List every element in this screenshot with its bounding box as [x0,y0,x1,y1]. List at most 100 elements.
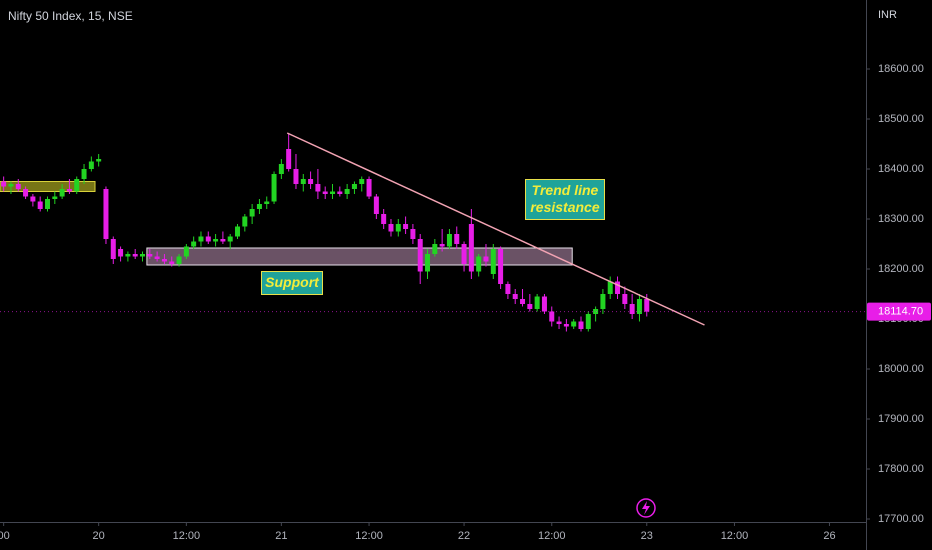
currency-label: INR [878,9,897,21]
candle-body [300,179,306,184]
y-tick-label: 18500.00 [878,113,924,125]
candle-body [176,256,182,264]
candle-body [461,244,467,264]
candle-body [549,311,555,322]
x-tick-label: 00 [0,530,10,542]
candle-body [578,321,584,329]
candle-body [468,224,474,272]
y-tick-label: 17900.00 [878,413,924,425]
candle-body [286,149,292,169]
candle-body [278,164,284,174]
candle-body [520,299,526,304]
candle-body [585,314,591,329]
candle-body [249,209,255,217]
candle-body [140,254,146,257]
x-tick-label: 12:00 [173,530,201,542]
candle-body [220,239,226,242]
candle-body [359,179,365,184]
candle-body [403,224,409,229]
candle-body [615,281,621,294]
candle-body [498,249,504,284]
candle-body [351,184,357,189]
candle-body [293,169,299,184]
candle-body [235,226,241,237]
candle-body [96,159,102,162]
annotation-label: Support [261,271,323,295]
alert-icon [636,498,656,518]
candle-body [308,179,314,184]
candle-body [118,249,124,257]
candle-body [213,239,219,242]
candle-body [23,189,29,197]
x-tick-label: 12:00 [355,530,383,542]
candle-body [74,179,80,192]
candle-body [271,174,277,202]
candle-body [322,191,328,194]
y-tick-label: 17800.00 [878,463,924,475]
candle-body [476,256,482,272]
x-tick-label: 23 [641,530,653,542]
candle-body [315,184,321,192]
zone [146,247,573,266]
candle-body [527,304,533,309]
candle-body [154,256,160,259]
candle-body [88,161,94,169]
candle-body [66,189,72,192]
candle-body [198,236,204,242]
candle-body [563,324,569,327]
candle-body [15,184,21,189]
y-tick-label: 17700.00 [878,513,924,525]
y-tick-label: 18400.00 [878,163,924,175]
x-tick-label: 22 [458,530,470,542]
candle-body [132,254,138,257]
candle-body [161,259,167,262]
candle-body [191,241,197,247]
candle-body [388,224,394,232]
candle-body [571,321,577,327]
candle-body [622,294,628,304]
candle-body [337,191,343,194]
candle-body [125,254,131,257]
candle-body [45,199,51,209]
candle-body [483,256,489,262]
candle-body [629,304,635,314]
candle-body [644,299,650,312]
candle-body [256,204,262,209]
y-tick-label: 18200.00 [878,263,924,275]
candle-body [37,201,43,209]
candle-body [505,284,511,294]
candle-body [1,181,7,187]
chart-title: Nifty 50 Index, 15, NSE [8,9,133,23]
candle-body [344,189,350,194]
candle-body [541,296,547,312]
candle-body [439,244,445,247]
candle-body [330,191,336,194]
candle-body [636,299,642,314]
x-tick-label: 26 [823,530,835,542]
candle-body [366,179,372,197]
last-price-label: 18114.70 [878,306,923,318]
candle-body [600,294,606,309]
candle-body [147,254,153,257]
candle-body [446,234,452,247]
last-price-tag [867,302,931,321]
candle-body [381,214,387,224]
x-tick-label: 20 [93,530,105,542]
annotation-label: Trend line resistance [525,179,605,220]
candle-body [169,261,175,264]
y-tick-label: 18600.00 [878,63,924,75]
y-tick-label: 18300.00 [878,213,924,225]
x-tick-label: 12:00 [721,530,749,542]
trend-line [286,132,705,326]
candle-body [205,236,211,242]
candle-body [8,184,14,187]
candle-body [52,196,58,199]
candle-body [425,254,431,272]
candle-body [454,234,460,244]
y-tick-label: 18000.00 [878,363,924,375]
candle-body [110,239,116,259]
x-tick-label: 12:00 [538,530,566,542]
candle-body [432,244,438,254]
